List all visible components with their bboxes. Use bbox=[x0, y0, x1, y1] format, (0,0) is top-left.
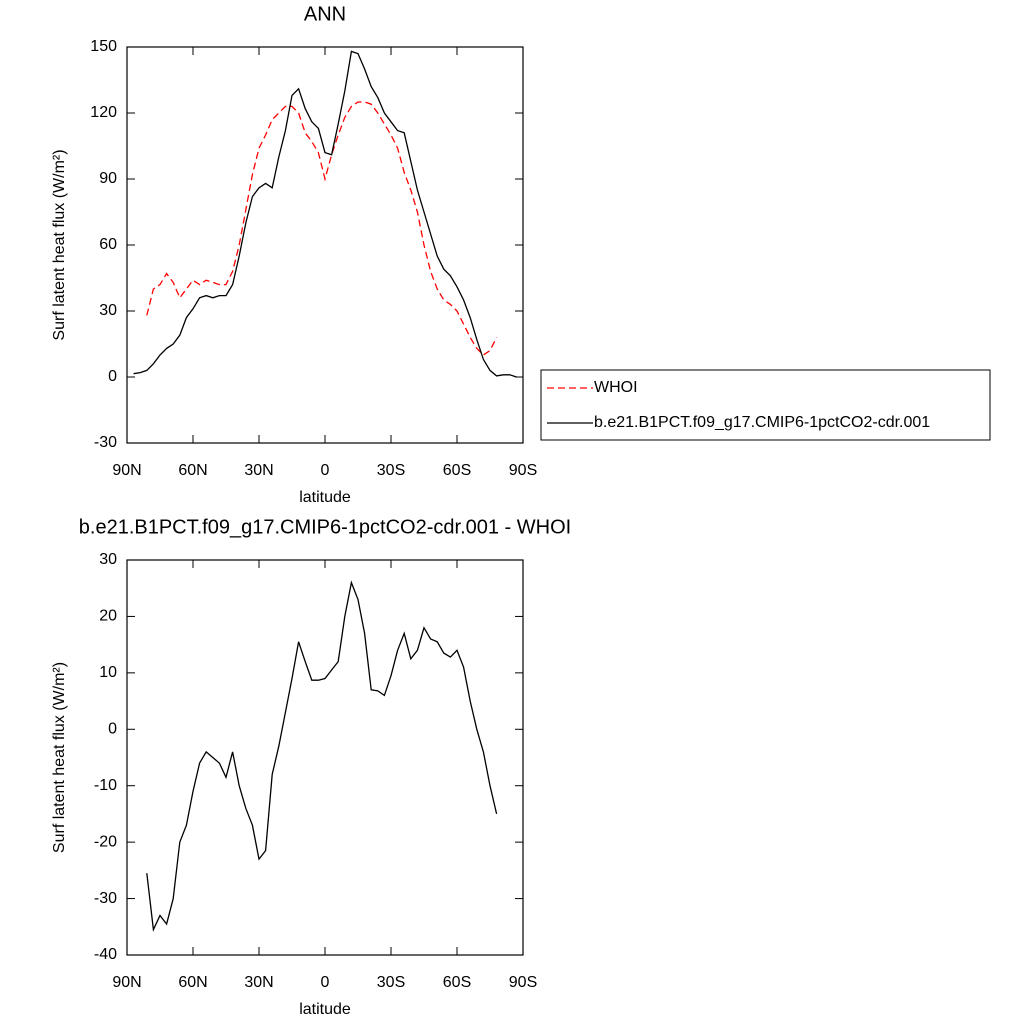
x-tick-label: 90S bbox=[509, 462, 537, 479]
x-axis-label: latitude bbox=[299, 489, 351, 506]
x-tick-label: 60S bbox=[443, 974, 471, 991]
y-tick-label: 90 bbox=[99, 170, 117, 187]
x-axis-label: latitude bbox=[299, 1001, 351, 1018]
y-tick-label: 0 bbox=[108, 368, 117, 385]
y-tick-label: -30 bbox=[94, 890, 117, 907]
y-tick-label: 150 bbox=[90, 38, 117, 55]
y-tick-label: 30 bbox=[99, 302, 117, 319]
chart-title: ANN bbox=[304, 3, 346, 25]
data-line bbox=[146, 580, 498, 932]
x-tick-label: 60S bbox=[443, 462, 471, 479]
x-tick-label: 0 bbox=[321, 974, 330, 991]
data-line bbox=[146, 101, 498, 356]
data-line bbox=[133, 50, 517, 378]
y-tick-label: 60 bbox=[99, 236, 117, 253]
legend-label: b.e21.B1PCT.f09_g17.CMIP6-1pctCO2-cdr.00… bbox=[594, 414, 930, 431]
y-tick-label: -40 bbox=[94, 946, 117, 963]
y-tick-label: -20 bbox=[94, 833, 117, 850]
y-tick-label: 0 bbox=[108, 721, 117, 738]
y-tick-label: -10 bbox=[94, 777, 117, 794]
x-tick-label: 30N bbox=[244, 974, 273, 991]
x-tick-label: 30N bbox=[244, 462, 273, 479]
x-tick-label: 90S bbox=[509, 974, 537, 991]
y-tick-label: 30 bbox=[99, 551, 117, 568]
y-tick-label: 120 bbox=[90, 104, 117, 121]
y-tick-label: 10 bbox=[99, 664, 117, 681]
x-tick-label: 90N bbox=[112, 462, 141, 479]
x-tick-label: 90N bbox=[112, 974, 141, 991]
chart-title: b.e21.B1PCT.f09_g17.CMIP6-1pctCO2-cdr.00… bbox=[79, 516, 571, 538]
y-tick-label: 20 bbox=[99, 608, 117, 625]
legend-label: WHOI bbox=[594, 379, 638, 396]
y-axis-label: Surf latent heat flux (W/m²) bbox=[51, 149, 68, 340]
x-tick-label: 30S bbox=[377, 974, 405, 991]
plot-frame bbox=[126, 46, 524, 444]
y-tick-label: -30 bbox=[94, 434, 117, 451]
x-tick-label: 30S bbox=[377, 462, 405, 479]
plot-frame bbox=[126, 559, 524, 956]
legend-box bbox=[540, 369, 991, 441]
x-tick-label: 60N bbox=[178, 974, 207, 991]
x-tick-label: 0 bbox=[321, 462, 330, 479]
y-axis-label: Surf latent heat flux (W/m²) bbox=[51, 662, 68, 853]
x-tick-label: 60N bbox=[178, 462, 207, 479]
